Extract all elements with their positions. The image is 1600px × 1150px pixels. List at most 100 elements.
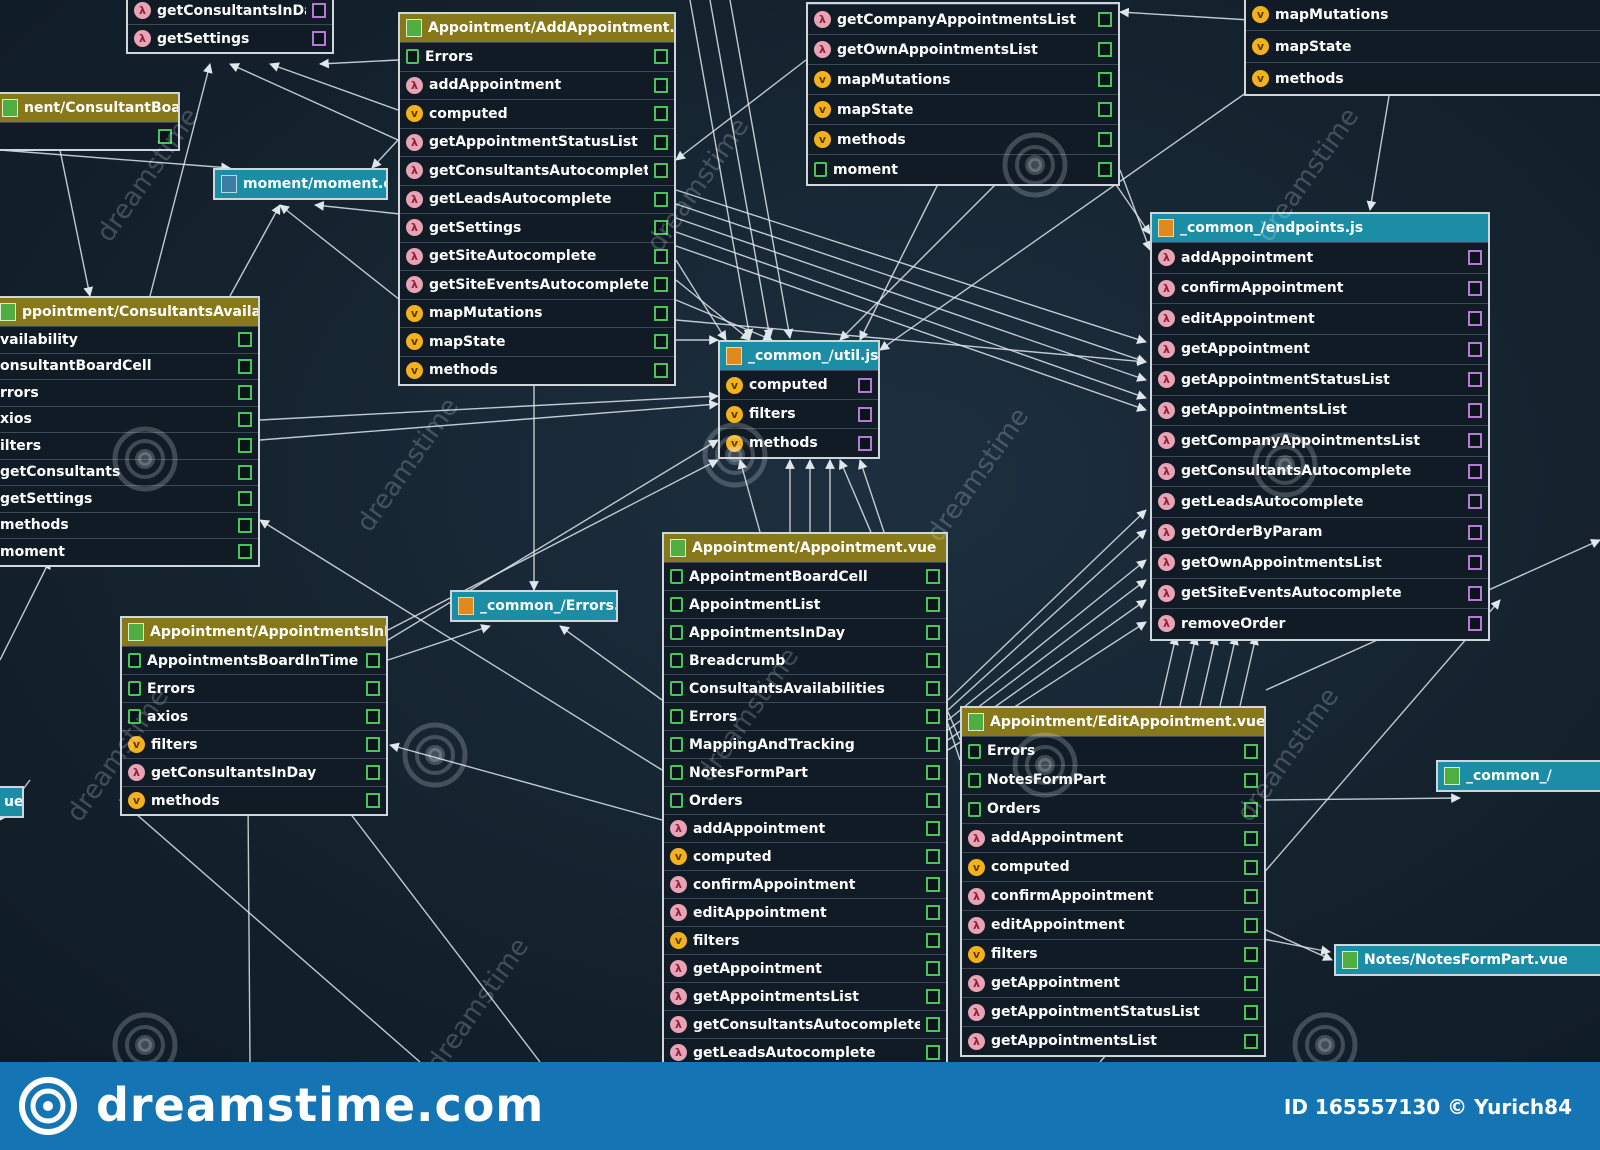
node-company-list-node[interactable]: λ getCompanyAppointmentsList λ getOwnAppoin… (806, 2, 1120, 186)
member-row[interactable]: v mapState (808, 94, 1118, 124)
node-title[interactable]: _common_/ (1438, 762, 1600, 790)
member-row[interactable]: AppointmentBoardCell (664, 562, 946, 590)
node-common-right[interactable]: _common_/ (1436, 760, 1600, 792)
member-row[interactable]: Errors (664, 702, 946, 730)
node-title[interactable]: ppointment/ConsultantsAvailabilities.vue (0, 298, 258, 326)
node-consultants-availabilities[interactable]: ppointment/ConsultantsAvailabilities.vue… (0, 296, 260, 567)
member-row[interactable]: AppointmentList (664, 590, 946, 618)
node-title[interactable]: ue (0, 788, 22, 816)
member-row[interactable]: v filters (122, 730, 386, 758)
member-row[interactable]: onsultantBoardCell (0, 352, 258, 380)
member-row[interactable]: λ getSettings (400, 213, 674, 242)
member-row[interactable]: λ confirmAppointment (664, 870, 946, 898)
member-row[interactable]: getSettings (0, 485, 258, 512)
node-title[interactable]: Appointment/AddAppointment.vue (400, 14, 674, 42)
member-row[interactable]: Errors (122, 674, 386, 702)
member-row[interactable]: v mapMutations (400, 298, 674, 328)
member-row[interactable]: λ editAppointment (1152, 303, 1488, 334)
member-row[interactable]: λ getAppointmentsList (1152, 394, 1488, 426)
member-row[interactable]: moment (808, 154, 1118, 184)
member-row[interactable]: methods (0, 511, 258, 539)
member-row[interactable]: λ getOwnAppointmentsList (1152, 547, 1488, 578)
member-row[interactable]: λ confirmAppointment (1152, 272, 1488, 304)
member-row[interactable]: λ getCompanyAppointmentsList (808, 4, 1118, 34)
member-row[interactable]: λ getLeadsAutocomplete (400, 184, 674, 214)
member-row[interactable]: v filters (720, 399, 878, 428)
node-consultant-board-cell[interactable]: nent/ConsultantBoardCell.vue (0, 92, 180, 151)
member-row[interactable]: λ getConsultantsAutocomplete (1152, 455, 1488, 487)
member-row[interactable]: λ getSiteEventsAutocomplete (1152, 577, 1488, 609)
member-row[interactable]: λ getAppointment (664, 954, 946, 982)
member-row[interactable]: λ getAppointment (962, 968, 1264, 997)
node-consultants-in-day-top[interactable]: λ getConsultantsInDay λ getSettings (126, 0, 334, 54)
member-row[interactable]: λ getConsultantsAutocomplete (400, 156, 674, 185)
node-appointment[interactable]: Appointment/Appointment.vue AppointmentBo… (662, 532, 948, 1062)
member-row[interactable]: xios (0, 405, 258, 433)
member-row[interactable]: v mapState (400, 327, 674, 356)
member-row[interactable]: λ removeOrder (1152, 608, 1488, 639)
node-top-right-node[interactable]: v mapMutations v mapState v methods (1244, 0, 1600, 96)
node-left-edge-stub[interactable]: ue (0, 786, 24, 818)
member-row[interactable]: AppointmentsInDay (664, 618, 946, 646)
member-row[interactable]: AppointmentsBoardInTime (122, 646, 386, 674)
member-row[interactable]: v methods (808, 124, 1118, 154)
member-row[interactable]: λ addAppointment (1152, 242, 1488, 273)
node-title[interactable]: _common_/endpoints.js (1152, 214, 1488, 242)
member-row[interactable]: vailability (0, 326, 258, 353)
member-row[interactable]: λ addAppointment (962, 823, 1264, 852)
node-add-appointment[interactable]: Appointment/AddAppointment.vue Errors λ add… (398, 12, 676, 386)
node-title[interactable]: Appointment/Appointment.vue (664, 534, 946, 562)
node-title[interactable]: Notes/NotesFormPart.vue (1336, 946, 1600, 974)
member-row[interactable]: ilters (0, 432, 258, 459)
member-row[interactable]: λ getAppointmentStatusList (400, 127, 674, 157)
member-row[interactable]: Orders (962, 794, 1264, 823)
member-row[interactable]: axios (122, 702, 386, 730)
member-row[interactable]: λ editAppointment (664, 898, 946, 926)
member-row[interactable]: λ getLeadsAutocomplete (1152, 486, 1488, 517)
member-row[interactable]: λ getConsultantsInDay (128, 0, 332, 24)
member-row[interactable]: v computed (664, 842, 946, 870)
member-row[interactable]: v methods (720, 428, 878, 457)
member-row[interactable]: λ editAppointment (962, 910, 1264, 939)
member-row[interactable]: λ addAppointment (664, 814, 946, 842)
member-row[interactable]: λ getOwnAppointmentsList (808, 34, 1118, 64)
node-title[interactable]: _common_/util.js (720, 342, 878, 370)
member-row[interactable]: λ getOrderByParam (1152, 516, 1488, 548)
member-row[interactable]: v mapMutations (1246, 0, 1600, 30)
node-title[interactable]: _common_/Errors.js (452, 592, 616, 620)
member-row[interactable]: λ getAppointmentStatusList (962, 997, 1264, 1026)
member-row[interactable]: Orders (664, 786, 946, 814)
member-row[interactable]: NotesFormPart (962, 765, 1264, 794)
node-title[interactable]: moment/moment.d.ts (215, 170, 386, 198)
node-endpoints[interactable]: _common_/endpoints.js λ addAppointment λ con… (1150, 212, 1490, 641)
member-row[interactable]: rrors (0, 379, 258, 406)
node-title[interactable]: nent/ConsultantBoardCell.vue (0, 94, 178, 122)
node-edit-appointment[interactable]: Appointment/EditAppointment.vue Errors Not… (960, 706, 1266, 1057)
node-util[interactable]: _common_/util.js v computed v filters v method… (718, 340, 880, 459)
member-row[interactable]: v mapState (1246, 30, 1600, 62)
member-row[interactable]: λ getSiteAutocomplete (400, 241, 674, 271)
member-row[interactable]: λ getConsultantsAutocomplete (664, 1010, 946, 1038)
member-row[interactable]: λ getSettings (128, 24, 332, 52)
member-row[interactable]: Breadcrumb (664, 646, 946, 674)
member-row[interactable]: v computed (400, 99, 674, 128)
member-row[interactable]: v computed (720, 370, 878, 399)
member-row[interactable]: MappingAndTracking (664, 730, 946, 758)
node-appointments-in-day[interactable]: Appointment/AppointmentsInDay.vue Appoint… (120, 616, 388, 816)
member-row[interactable]: λ addAppointment (400, 70, 674, 100)
member-row[interactable]: NotesFormPart (664, 758, 946, 786)
member-row[interactable]: v mapMutations (808, 64, 1118, 94)
member-row[interactable]: v filters (664, 926, 946, 954)
member-row[interactable]: Errors (400, 42, 674, 71)
node-notes-form-part[interactable]: Notes/NotesFormPart.vue (1334, 944, 1600, 976)
member-row[interactable]: v methods (1246, 62, 1600, 94)
member-row[interactable]: v methods (122, 786, 386, 814)
member-row[interactable]: Errors (962, 736, 1264, 765)
member-row[interactable]: λ getAppointment (1152, 333, 1488, 365)
member-row[interactable]: λ getCompanyAppointmentsList (1152, 425, 1488, 456)
member-row[interactable]: λ getSiteEventsAutocomplete (400, 270, 674, 299)
member-row[interactable]: v methods (400, 355, 674, 385)
member-row[interactable]: λ confirmAppointment (962, 881, 1264, 910)
member-row[interactable]: moment (0, 538, 258, 565)
node-title[interactable]: Appointment/AppointmentsInDay.vue (122, 618, 386, 646)
